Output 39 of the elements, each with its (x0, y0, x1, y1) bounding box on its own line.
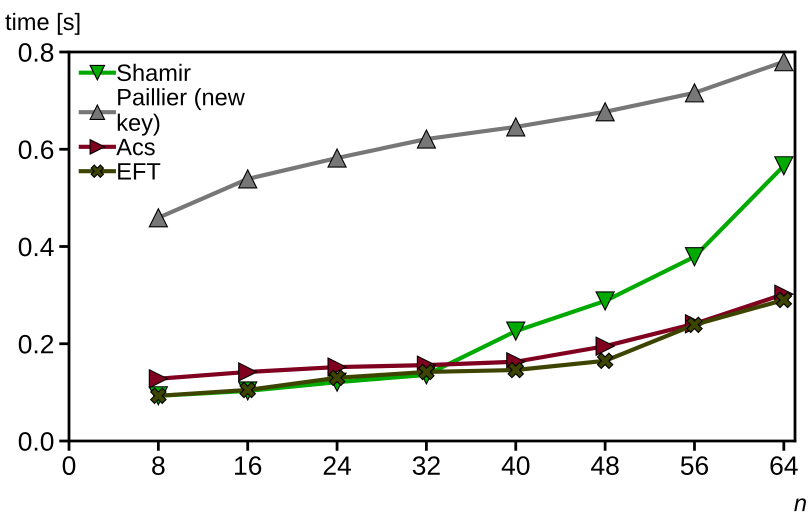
x-tick-label: 16 (235, 456, 262, 475)
point (596, 102, 615, 122)
point (506, 117, 526, 136)
point (416, 129, 436, 149)
point (684, 247, 704, 266)
legend-label: Acs (116, 138, 155, 156)
x-tick-label: 48 (591, 456, 619, 475)
point (596, 352, 614, 369)
y-tick-label: 0.6 (18, 140, 54, 160)
y-tick-label: 0.2 (18, 334, 54, 354)
point (506, 322, 526, 341)
x-tick-label: 64 (770, 456, 798, 475)
x-tick-label: 8 (152, 456, 165, 475)
point (328, 370, 346, 386)
x-axis-title: n (794, 498, 806, 512)
point (327, 148, 347, 168)
legend-label: Shamir (117, 64, 191, 82)
y-axis-title: time [s] (5, 12, 80, 35)
legend-label: Paillier (new key) (118, 88, 245, 136)
x-tick-label: 56 (680, 456, 708, 475)
x-tick-label: 40 (502, 456, 530, 475)
x-tick-label: 32 (412, 456, 440, 475)
y-tick-label: 0.8 (18, 43, 54, 62)
point (776, 292, 792, 308)
point (238, 362, 258, 382)
y-tick-label: 0.4 (18, 238, 54, 256)
point (508, 362, 524, 378)
point (596, 336, 615, 356)
x-tick-label: 24 (324, 456, 351, 475)
point (684, 83, 704, 102)
legend-label: EFT (118, 163, 160, 180)
point (774, 156, 794, 176)
point (238, 169, 258, 188)
y-tick-label: 0.0 (18, 432, 54, 451)
x-tick-label: 0 (62, 456, 76, 475)
point (774, 52, 794, 72)
point (148, 369, 168, 388)
point (148, 208, 168, 228)
point (596, 291, 615, 311)
